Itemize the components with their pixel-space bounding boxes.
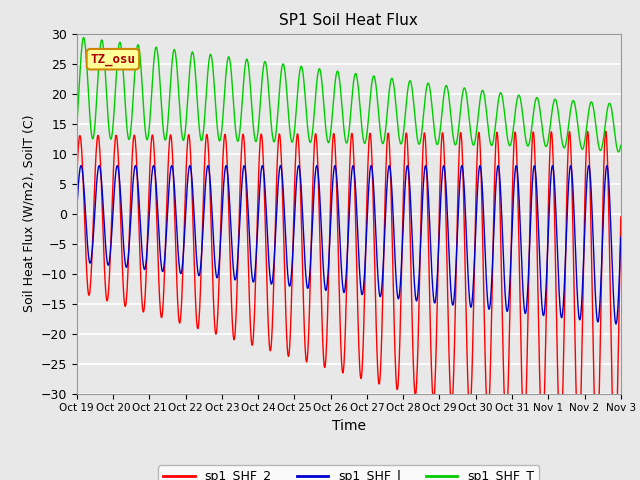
Text: TZ_osu: TZ_osu: [90, 53, 136, 66]
Legend: sp1_SHF_2, sp1_SHF_l, sp1_SHF_T: sp1_SHF_2, sp1_SHF_l, sp1_SHF_T: [159, 465, 539, 480]
Y-axis label: Soil Heat Flux (W/m2), SoilT (C): Soil Heat Flux (W/m2), SoilT (C): [22, 115, 35, 312]
Title: SP1 Soil Heat Flux: SP1 Soil Heat Flux: [280, 13, 418, 28]
X-axis label: Time: Time: [332, 419, 366, 433]
